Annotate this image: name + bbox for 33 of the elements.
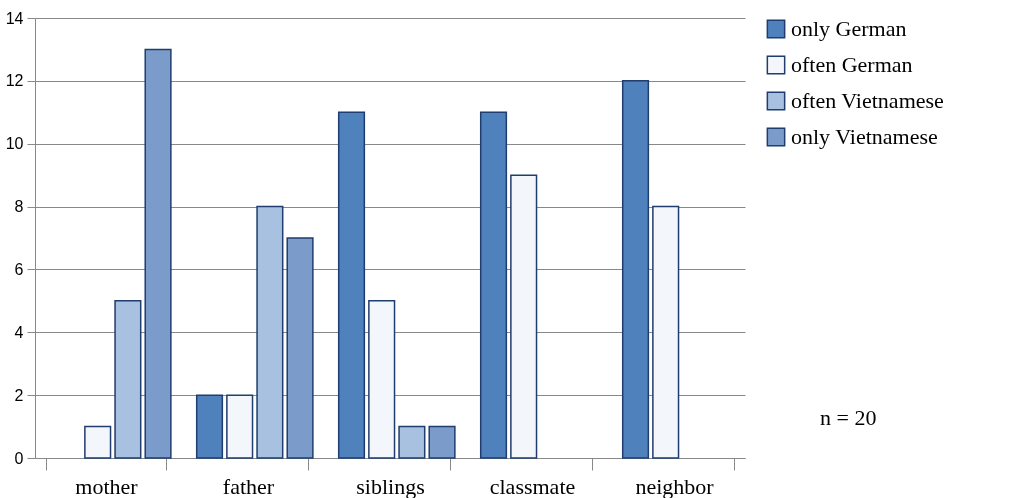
legend-label: often Vietnamese (791, 88, 944, 113)
x-tick-label: father (222, 473, 275, 498)
bar (114, 300, 142, 459)
x-tick-label: mother (75, 473, 139, 498)
y-tick-label: 10 (5, 135, 24, 153)
bar (286, 237, 314, 459)
bar (428, 425, 456, 459)
x-tick-label: siblings (356, 473, 425, 498)
legend-label: only German (791, 16, 907, 41)
y-tick-label: 4 (14, 323, 24, 341)
y-tick-label: 6 (14, 260, 24, 278)
bar (479, 111, 508, 459)
bar (510, 174, 538, 459)
bar (621, 80, 650, 459)
x-tick-label: neighbor (635, 473, 715, 498)
bar (226, 394, 254, 459)
y-tick-label: 8 (14, 198, 24, 216)
y-tick-label: 14 (5, 9, 24, 27)
bar (652, 205, 680, 459)
text: n = 20 (820, 405, 877, 430)
legend-label: often German (791, 52, 913, 77)
y-tick-label: 2 (14, 386, 24, 404)
y-tick-label: 12 (5, 72, 24, 90)
bar (195, 394, 224, 459)
bar (84, 425, 112, 459)
bar (398, 425, 426, 459)
y-tick-label: 0 (14, 449, 24, 467)
legend-label: only Vietnamese (791, 124, 938, 149)
x-tick-label: classmate (489, 473, 576, 498)
bar (337, 111, 366, 459)
bar (256, 205, 284, 459)
bar (368, 300, 396, 459)
bar (144, 48, 172, 459)
